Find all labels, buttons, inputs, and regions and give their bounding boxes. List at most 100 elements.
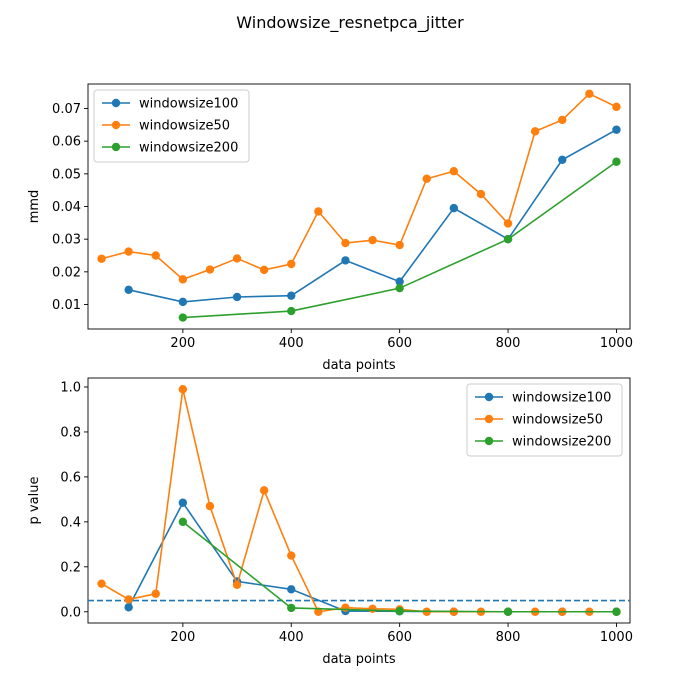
legend-entry: windowsize100 xyxy=(139,97,238,112)
data-point-windowsize200 xyxy=(178,517,188,527)
data-point-windowsize50 xyxy=(232,580,242,589)
legend-marker xyxy=(111,120,121,130)
legend-entry: windowsize100 xyxy=(512,391,611,406)
data-point-windowsize50 xyxy=(232,254,242,263)
data-point-windowsize100 xyxy=(232,292,242,302)
data-point-windowsize50 xyxy=(503,219,513,228)
y-tick-label: 0.05 xyxy=(52,167,81,182)
data-point-windowsize50 xyxy=(287,551,296,560)
data-point-windowsize200 xyxy=(612,157,621,166)
data-point-windowsize50 xyxy=(476,189,486,199)
y-tick-label: 0.07 xyxy=(52,102,81,117)
legend-entry: windowsize50 xyxy=(512,413,603,428)
data-point-windowsize200 xyxy=(287,306,296,316)
data-point-windowsize50 xyxy=(124,247,133,256)
data-point-windowsize100 xyxy=(287,291,296,300)
data-point-windowsize100 xyxy=(178,297,188,307)
data-point-windowsize100 xyxy=(558,155,567,164)
data-point-windowsize100 xyxy=(395,277,404,286)
data-point-windowsize50 xyxy=(178,275,188,284)
y-axis-label: p value xyxy=(27,477,42,525)
y-tick-label: 0.6 xyxy=(60,470,81,485)
legend-box xyxy=(466,383,623,457)
series-line-windowsize200 xyxy=(182,521,617,613)
data-point-windowsize50 xyxy=(314,207,323,216)
data-point-windowsize100 xyxy=(612,125,621,134)
data-point-windowsize50 xyxy=(395,240,404,250)
data-point-windowsize50 xyxy=(530,127,540,136)
data-point-windowsize50 xyxy=(368,604,377,614)
legend-marker xyxy=(484,392,494,402)
y-tick-label: 0.8 xyxy=(60,425,81,440)
legend-marker xyxy=(484,436,494,446)
y-tick-label: 0.4 xyxy=(60,515,81,530)
p-value-subplot: 200 400 600 800 1000 0.0 0.2 0.4 0.6 0.8 1.0 data p… xyxy=(27,377,633,667)
x-tick-label: 600 xyxy=(387,336,412,351)
x-tick-label: 400 xyxy=(279,630,304,645)
x-tick-label: 1000 xyxy=(600,630,633,645)
x-axis-label: data points xyxy=(322,358,396,373)
data-point-windowsize50 xyxy=(151,589,160,598)
data-point-windowsize100 xyxy=(124,603,133,612)
data-point-windowsize50 xyxy=(314,607,323,616)
series-line-windowsize200 xyxy=(182,161,617,319)
data-point-windowsize50 xyxy=(422,174,431,183)
y-tick-label: 0.06 xyxy=(52,135,81,150)
legend-box xyxy=(93,89,250,163)
legend-marker xyxy=(111,142,121,152)
data-point-windowsize100 xyxy=(178,498,188,507)
mmd-subplot: 200 400 600 800 1000 0.01 0.02 0.03 0.04 0.05 0.06… xyxy=(27,83,633,373)
series-line-windowsize50 xyxy=(101,92,617,281)
data-point-windowsize50 xyxy=(259,265,269,275)
data-point-windowsize100 xyxy=(287,585,296,594)
data-point-windowsize50 xyxy=(558,115,567,125)
data-point-windowsize200 xyxy=(503,234,513,244)
x-tick-label: 400 xyxy=(279,336,304,351)
series-line-windowsize100 xyxy=(128,129,617,303)
data-point-windowsize200 xyxy=(287,603,296,613)
data-point-windowsize200 xyxy=(178,313,188,322)
data-point-windowsize100 xyxy=(341,256,350,265)
data-point-windowsize200 xyxy=(612,607,621,616)
y-tick-label: 0.03 xyxy=(52,233,81,248)
data-point-windowsize50 xyxy=(368,235,377,245)
y-tick-label: 0.02 xyxy=(52,265,81,280)
legend-entry: windowsize200 xyxy=(512,435,611,450)
axes-frame xyxy=(87,377,631,624)
y-tick-label: 0.04 xyxy=(52,200,81,215)
data-point-windowsize50 xyxy=(449,167,459,176)
legend-entry: windowsize200 xyxy=(139,141,238,156)
data-point-windowsize200 xyxy=(395,283,404,293)
x-tick-label: 800 xyxy=(496,336,521,351)
x-tick-label: 1000 xyxy=(600,336,633,351)
data-point-windowsize50 xyxy=(205,501,215,511)
x-tick-label: 200 xyxy=(170,336,195,351)
y-tick-label: 1.0 xyxy=(60,380,81,395)
data-point-windowsize50 xyxy=(259,486,269,495)
data-point-windowsize50 xyxy=(178,385,188,394)
data-point-windowsize200 xyxy=(503,607,513,616)
y-tick-label: 0.0 xyxy=(60,605,81,620)
x-axis-label: data points xyxy=(322,652,396,667)
legend: windowsize100 windowsize50 windowsize200 xyxy=(93,89,250,163)
data-point-windowsize50 xyxy=(124,595,133,604)
x-tick-label: 800 xyxy=(496,630,521,645)
legend: windowsize100 windowsize50 windowsize200 xyxy=(466,383,623,457)
y-tick-label: 0.01 xyxy=(52,298,81,313)
x-tick-label: 200 xyxy=(170,630,195,645)
data-point-windowsize50 xyxy=(151,251,160,260)
data-point-windowsize100 xyxy=(124,285,133,294)
data-point-windowsize50 xyxy=(97,254,106,263)
data-point-windowsize50 xyxy=(205,265,215,274)
data-point-windowsize50 xyxy=(341,603,350,612)
data-point-windowsize50 xyxy=(341,238,350,248)
data-point-windowsize50 xyxy=(612,102,621,112)
y-tick-label: 0.2 xyxy=(60,560,81,575)
data-point-windowsize50 xyxy=(97,579,106,588)
legend-marker xyxy=(484,414,494,424)
x-tick-label: 600 xyxy=(387,630,412,645)
series-line-windowsize100 xyxy=(127,501,617,613)
data-point-windowsize100 xyxy=(449,203,459,213)
legend-marker xyxy=(111,98,121,108)
